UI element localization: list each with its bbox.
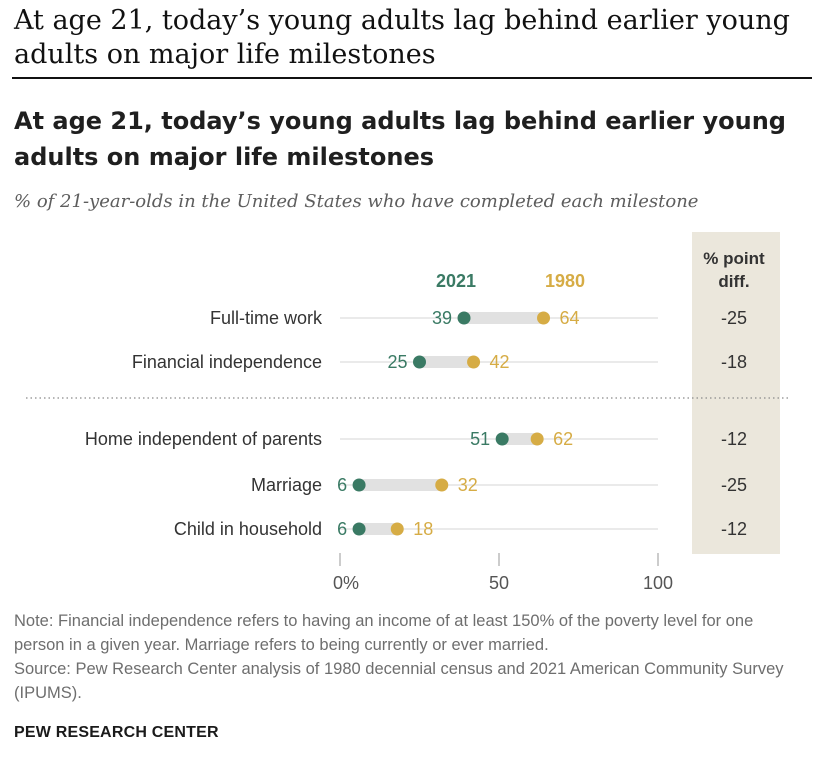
value-label-2021: 6 — [337, 519, 347, 539]
diff-header-line-2: diff. — [718, 272, 749, 291]
dot-connector — [419, 356, 474, 368]
dot-connector — [464, 312, 544, 324]
category-label: Home independent of parents — [85, 429, 322, 449]
dot-1980 — [435, 478, 449, 492]
page-heading: At age 21, today’s young adults lag behi… — [14, 5, 790, 70]
dot-1980 — [467, 355, 481, 369]
x-axis-tick-label: 100 — [643, 573, 673, 593]
diff-value: -12 — [721, 429, 747, 449]
chart-notes: Note: Financial independence refers to h… — [14, 609, 804, 705]
value-label-2021: 51 — [470, 429, 490, 449]
dot-1980 — [537, 311, 551, 325]
category-label: Child in household — [174, 519, 322, 539]
dot-connector — [502, 433, 538, 445]
diff-value: -12 — [721, 519, 747, 539]
dot-2021 — [457, 311, 471, 325]
diff-value: -18 — [721, 352, 747, 372]
category-label: Marriage — [251, 475, 322, 495]
diff-value: -25 — [721, 475, 747, 495]
diff-panel — [692, 232, 780, 554]
publisher-logo-text: PEW RESEARCH CENTER — [14, 724, 219, 741]
legend-2021: 2021 — [436, 271, 476, 291]
dot-plot-chart: % point diff. 2021 1980 Full-time work 39 64 -2… — [26, 232, 790, 593]
category-label: Full-time work — [210, 308, 323, 328]
x-axis-tick-label: 50 — [489, 573, 509, 593]
dot-2021 — [352, 522, 366, 536]
legend-1980: 1980 — [545, 271, 585, 291]
value-label-1980: 62 — [553, 429, 573, 449]
note-text: Note: Financial independence refers to h… — [14, 612, 754, 654]
value-label-2021: 6 — [337, 475, 347, 495]
dot-2021 — [352, 478, 366, 492]
source-text: Source: Pew Research Center analysis of … — [14, 660, 784, 702]
value-label-2021: 25 — [387, 352, 407, 372]
value-label-2021: 39 — [432, 308, 452, 328]
dot-2021 — [495, 432, 509, 446]
chart-title: At age 21, today’s young adults lag behi… — [14, 107, 786, 171]
value-label-1980: 42 — [490, 352, 510, 372]
x-axis-tick-label: 0% — [333, 573, 359, 593]
dot-1980 — [390, 522, 404, 536]
value-label-1980: 64 — [560, 308, 580, 328]
value-label-1980: 18 — [413, 519, 433, 539]
chart-subtitle: % of 21-year-olds in the United States w… — [14, 191, 699, 212]
diff-value: -25 — [721, 308, 747, 328]
dot-connector — [359, 479, 442, 491]
dot-2021 — [413, 355, 426, 369]
category-label: Financial independence — [132, 352, 322, 372]
value-label-1980: 32 — [458, 475, 478, 495]
diff-header-line-1: % point — [703, 249, 765, 268]
dot-connector — [359, 523, 398, 535]
heading-divider — [12, 77, 812, 79]
dot-1980 — [530, 432, 544, 446]
